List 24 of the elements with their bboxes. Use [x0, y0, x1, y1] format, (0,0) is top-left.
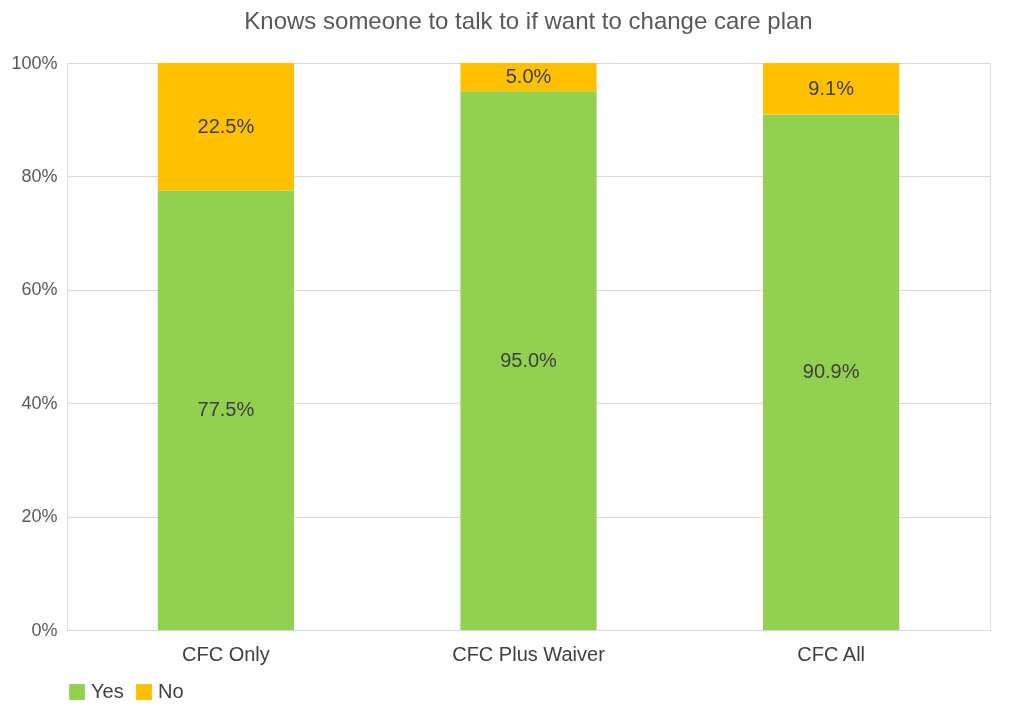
y-tick-label: 20% — [21, 506, 58, 527]
bar — [763, 114, 900, 630]
y-tick-label: 0% — [31, 619, 58, 640]
bar — [157, 63, 294, 191]
bar — [157, 190, 294, 630]
x-tick-label: CFC All — [797, 642, 866, 665]
data-label: 9.1% — [808, 76, 855, 99]
legend-label: No — [158, 680, 184, 702]
data-label: 90.9% — [802, 360, 860, 383]
legend-label: Yes — [91, 680, 124, 702]
data-label: 5.0% — [505, 65, 552, 88]
data-label: 77.5% — [197, 398, 255, 421]
data-label: 95.0% — [500, 348, 558, 371]
chart-title: Knows someone to talk to if want to change care plan — [244, 7, 813, 34]
y-tick-label: 100% — [11, 52, 58, 73]
x-tick-label: CFC Plus Waiver — [452, 642, 606, 665]
bar — [460, 63, 597, 92]
x-tick-label: CFC Only — [181, 642, 270, 665]
y-tick-label: 60% — [21, 279, 58, 300]
y-tick-label: 40% — [21, 392, 58, 413]
bar — [763, 63, 900, 115]
bar — [460, 91, 597, 630]
data-label: 22.5% — [197, 114, 255, 137]
y-tick-label: 80% — [21, 165, 58, 186]
